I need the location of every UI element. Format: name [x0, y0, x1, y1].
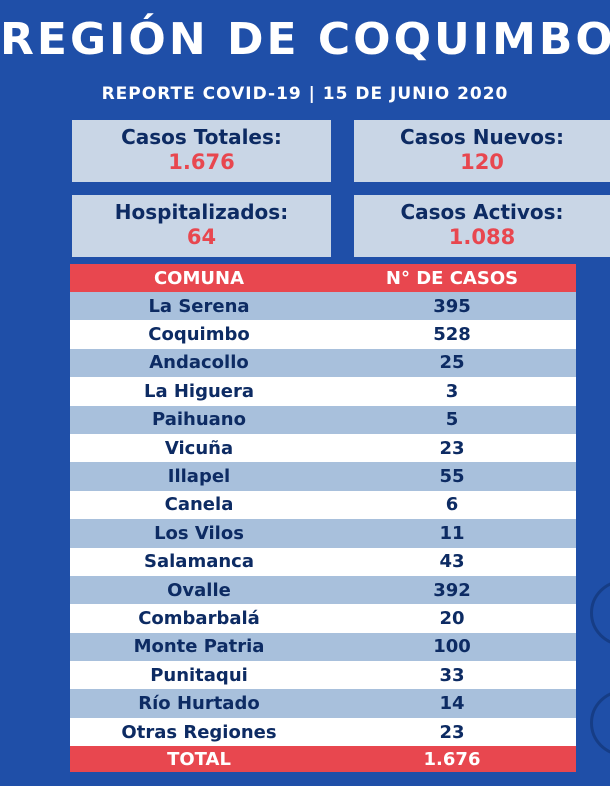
- table-row: Salamanca 43: [70, 547, 576, 576]
- commune-cell: Salamanca: [70, 547, 328, 576]
- stat-card-new-cases: Casos Nuevos: 120: [354, 120, 610, 182]
- stat-label: Hospitalizados:: [114, 200, 289, 224]
- cases-cell: 55: [328, 462, 576, 491]
- table-row: Los Vilos 11: [70, 519, 576, 548]
- column-header-commune: COMUNA: [70, 264, 328, 292]
- table-row: Otras Regiones 23: [70, 717, 576, 747]
- stat-card-total-cases: Casos Totales: 1.676: [72, 120, 331, 182]
- stat-value: 64: [186, 225, 217, 249]
- table-row: Illapel 55: [70, 462, 576, 491]
- total-label: TOTAL: [70, 746, 328, 773]
- stat-card-hospitalized: Hospitalizados: 64: [72, 195, 331, 257]
- cases-by-commune-table: COMUNA N° DE CASOS La Serena 395 Coquimbo…: [70, 264, 576, 773]
- commune-cell: La Serena: [70, 292, 328, 321]
- commune-cell: Vicuña: [70, 433, 328, 463]
- table-row: Vicuña 23: [70, 433, 576, 463]
- page-title: REGIÓN DE COQUIMBO: [0, 14, 610, 65]
- cases-cell: 43: [328, 547, 576, 576]
- table-row: Río Hurtado 14: [70, 689, 576, 718]
- report-subtitle: REPORTE COVID-19 | 15 DE JUNIO 2020: [101, 84, 509, 104]
- cases-cell: 14: [328, 689, 576, 718]
- cases-cell: 25: [328, 348, 576, 378]
- commune-cell: Ovalle: [70, 575, 328, 605]
- cases-cell: 528: [328, 320, 576, 349]
- table-row: La Higuera 3: [70, 377, 576, 406]
- cases-cell: 395: [328, 292, 576, 321]
- commune-cell: Paihuano: [70, 405, 328, 434]
- commune-cell: La Higuera: [70, 377, 328, 406]
- cases-cell: 23: [328, 433, 576, 463]
- decorative-circle-icon: [590, 580, 610, 646]
- table-row: Andacollo 25: [70, 348, 576, 378]
- cases-cell: 11: [328, 519, 576, 548]
- cases-cell: 33: [328, 661, 576, 690]
- commune-cell: Canela: [70, 490, 328, 520]
- stat-card-active-cases: Casos Activos: 1.088: [354, 195, 610, 257]
- table-row: Punitaqui 33: [70, 661, 576, 690]
- table-row: Paihuano 5: [70, 405, 576, 434]
- stat-value: 1.676: [168, 150, 235, 174]
- commune-cell: Combarbalá: [70, 604, 328, 633]
- total-value: 1.676: [328, 746, 576, 773]
- stat-value: 1.088: [448, 225, 516, 249]
- table-row: Monte Patria 100: [70, 632, 576, 662]
- table-row: Coquimbo 528: [70, 320, 576, 349]
- stat-label: Casos Activos:: [400, 200, 564, 224]
- stat-label: Casos Totales:: [121, 125, 282, 149]
- commune-cell: Coquimbo: [70, 320, 328, 349]
- commune-cell: Monte Patria: [70, 632, 328, 662]
- cases-cell: 20: [328, 604, 576, 633]
- commune-cell: Andacollo: [70, 348, 328, 378]
- table-row: Combarbalá 20: [70, 604, 576, 633]
- cases-cell: 392: [328, 575, 576, 605]
- commune-cell: Río Hurtado: [70, 689, 328, 718]
- cases-cell: 5: [328, 405, 576, 434]
- table-header-row: COMUNA N° DE CASOS: [70, 264, 576, 292]
- table-row: Ovalle 392: [70, 575, 576, 605]
- cases-cell: 3: [328, 377, 576, 406]
- table-row: La Serena 395: [70, 292, 576, 321]
- stat-label: Casos Nuevos:: [400, 125, 564, 149]
- stat-value: 120: [460, 150, 504, 174]
- commune-cell: Illapel: [70, 462, 328, 491]
- commune-cell: Los Vilos: [70, 519, 328, 548]
- table-row: Canela 6: [70, 490, 576, 520]
- column-header-cases: N° DE CASOS: [328, 264, 576, 292]
- decorative-circle-icon: [590, 690, 610, 756]
- cases-cell: 6: [328, 490, 576, 520]
- cases-cell: 23: [328, 717, 576, 747]
- total-row: TOTAL 1.676: [70, 746, 576, 773]
- cases-cell: 100: [328, 632, 576, 662]
- commune-cell: Otras Regiones: [70, 717, 328, 747]
- commune-cell: Punitaqui: [70, 661, 328, 690]
